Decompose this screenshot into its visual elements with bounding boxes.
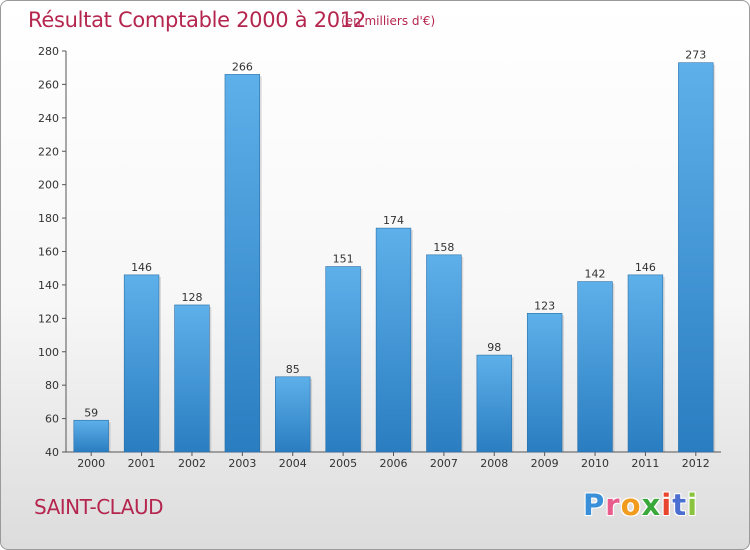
logo-letter: x [641, 488, 662, 522]
y-tick-label: 260 [38, 78, 59, 91]
data-label: 128 [181, 291, 202, 304]
y-tick-label: 160 [38, 246, 59, 259]
bar-2008 [476, 354, 512, 453]
bar-2012 [678, 62, 714, 453]
bar-2001 [123, 274, 160, 453]
data-label: 123 [534, 299, 555, 312]
proxiti-logo: Proxiti [583, 488, 698, 522]
y-tick-label: 100 [38, 346, 59, 359]
bar-2006 [375, 227, 412, 453]
x-tick-label: 2012 [682, 457, 710, 470]
x-tick-label: 2001 [128, 457, 156, 470]
data-label: 151 [333, 253, 354, 266]
x-tick-label: 2008 [480, 457, 508, 470]
bar-2004 [275, 376, 311, 453]
logo-letter: t [672, 488, 688, 522]
y-tick-label: 60 [45, 413, 59, 426]
data-label: 146 [635, 261, 656, 274]
x-tick-label: 2009 [531, 457, 559, 470]
x-tick-label: 2000 [77, 457, 105, 470]
data-label: 85 [286, 363, 300, 376]
data-label: 273 [685, 49, 706, 62]
x-tick-label: 2010 [581, 457, 609, 470]
logo-letter: r [605, 488, 621, 522]
bar-2005 [325, 266, 361, 453]
bar-2003 [224, 74, 261, 453]
data-label: 59 [84, 406, 98, 419]
bar-2000 [73, 419, 109, 453]
data-label: 266 [232, 60, 253, 73]
logo-letter: i [661, 488, 673, 522]
logo-letter: o [620, 488, 642, 522]
bar-2010 [577, 281, 613, 453]
x-tick-label: 2011 [631, 457, 659, 470]
y-tick-label: 240 [38, 112, 59, 125]
logo-letter: P [583, 488, 606, 522]
chart-subtitle: (en milliers d'€) [341, 14, 436, 28]
y-tick-label: 220 [38, 145, 59, 158]
y-tick-label: 140 [38, 279, 59, 292]
data-label: 146 [131, 261, 152, 274]
y-tick-label: 200 [38, 179, 59, 192]
x-tick-label: 2002 [178, 457, 206, 470]
commune-name: SAINT-CLAUD [34, 495, 164, 519]
logo-letter: i [687, 488, 699, 522]
chart-title: Résultat Comptable 2000 à 2012 [28, 8, 366, 32]
y-tick-label: 180 [38, 212, 59, 225]
x-tick-label: 2006 [380, 457, 408, 470]
y-tick-label: 120 [38, 312, 59, 325]
bar-2007 [426, 254, 462, 453]
x-tick-label: 2003 [228, 457, 256, 470]
data-label: 174 [383, 214, 404, 227]
x-tick-label: 2004 [279, 457, 307, 470]
data-label: 158 [433, 241, 454, 254]
data-label: 98 [487, 341, 501, 354]
y-tick-label: 80 [45, 379, 59, 392]
x-tick-label: 2007 [430, 457, 458, 470]
data-label: 142 [585, 268, 606, 281]
y-tick-label: 280 [38, 45, 59, 58]
x-tick-label: 2005 [329, 457, 357, 470]
y-tick-label: 40 [45, 446, 59, 459]
bar-2002 [174, 304, 210, 453]
bar-2011 [627, 274, 664, 453]
bar-2009 [526, 313, 563, 453]
